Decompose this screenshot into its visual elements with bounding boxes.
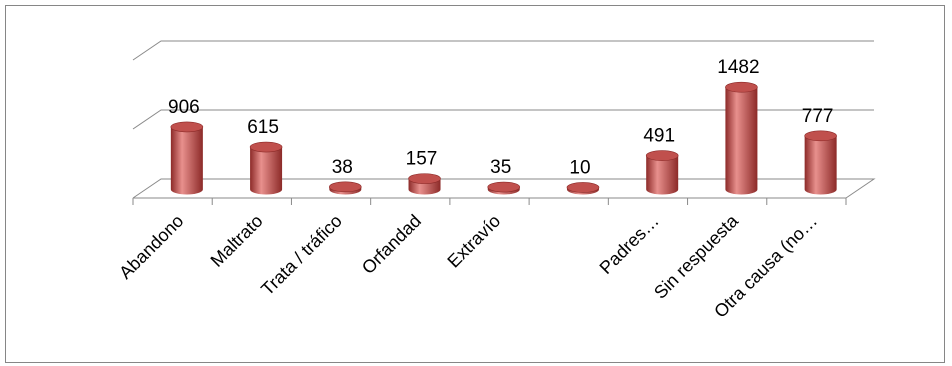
bar bbox=[804, 130, 837, 195]
category-label: Orfandad bbox=[358, 211, 425, 278]
bar bbox=[329, 181, 362, 195]
value-label: 615 bbox=[247, 117, 279, 138]
bar bbox=[170, 121, 204, 195]
value-label: 491 bbox=[643, 126, 675, 147]
category-label: Abandono bbox=[115, 211, 187, 283]
x-axis bbox=[132, 197, 847, 205]
value-label: 157 bbox=[406, 149, 438, 170]
bar bbox=[645, 150, 679, 195]
category-label: Extravío bbox=[443, 211, 504, 272]
value-labels: 906 615 38 157 35 10 491 1482 777 bbox=[168, 57, 833, 178]
category-label: Maltrato bbox=[207, 211, 267, 271]
bar bbox=[725, 81, 758, 195]
value-label: 10 bbox=[569, 157, 590, 178]
category-label: Trata / tráfico bbox=[257, 211, 346, 300]
value-label: 1482 bbox=[717, 57, 759, 78]
bar-chart: 906 615 38 157 35 10 491 1482 777 Abandono Maltra… bbox=[115, 40, 876, 322]
gridlines bbox=[132, 40, 876, 199]
bar bbox=[566, 182, 600, 195]
bar bbox=[487, 181, 521, 195]
chart-frame: 906 615 38 157 35 10 491 1482 777 Abandono Maltra… bbox=[5, 5, 945, 363]
bar bbox=[408, 173, 441, 195]
bars bbox=[170, 81, 837, 195]
gridline bbox=[132, 40, 874, 61]
category-label: Padres… bbox=[596, 211, 663, 278]
gridline bbox=[132, 109, 874, 130]
value-label: 35 bbox=[490, 157, 511, 178]
value-label: 38 bbox=[332, 157, 353, 178]
value-label: 777 bbox=[802, 106, 834, 127]
value-label: 906 bbox=[168, 97, 200, 118]
bar bbox=[249, 141, 283, 195]
gridline bbox=[132, 178, 876, 199]
